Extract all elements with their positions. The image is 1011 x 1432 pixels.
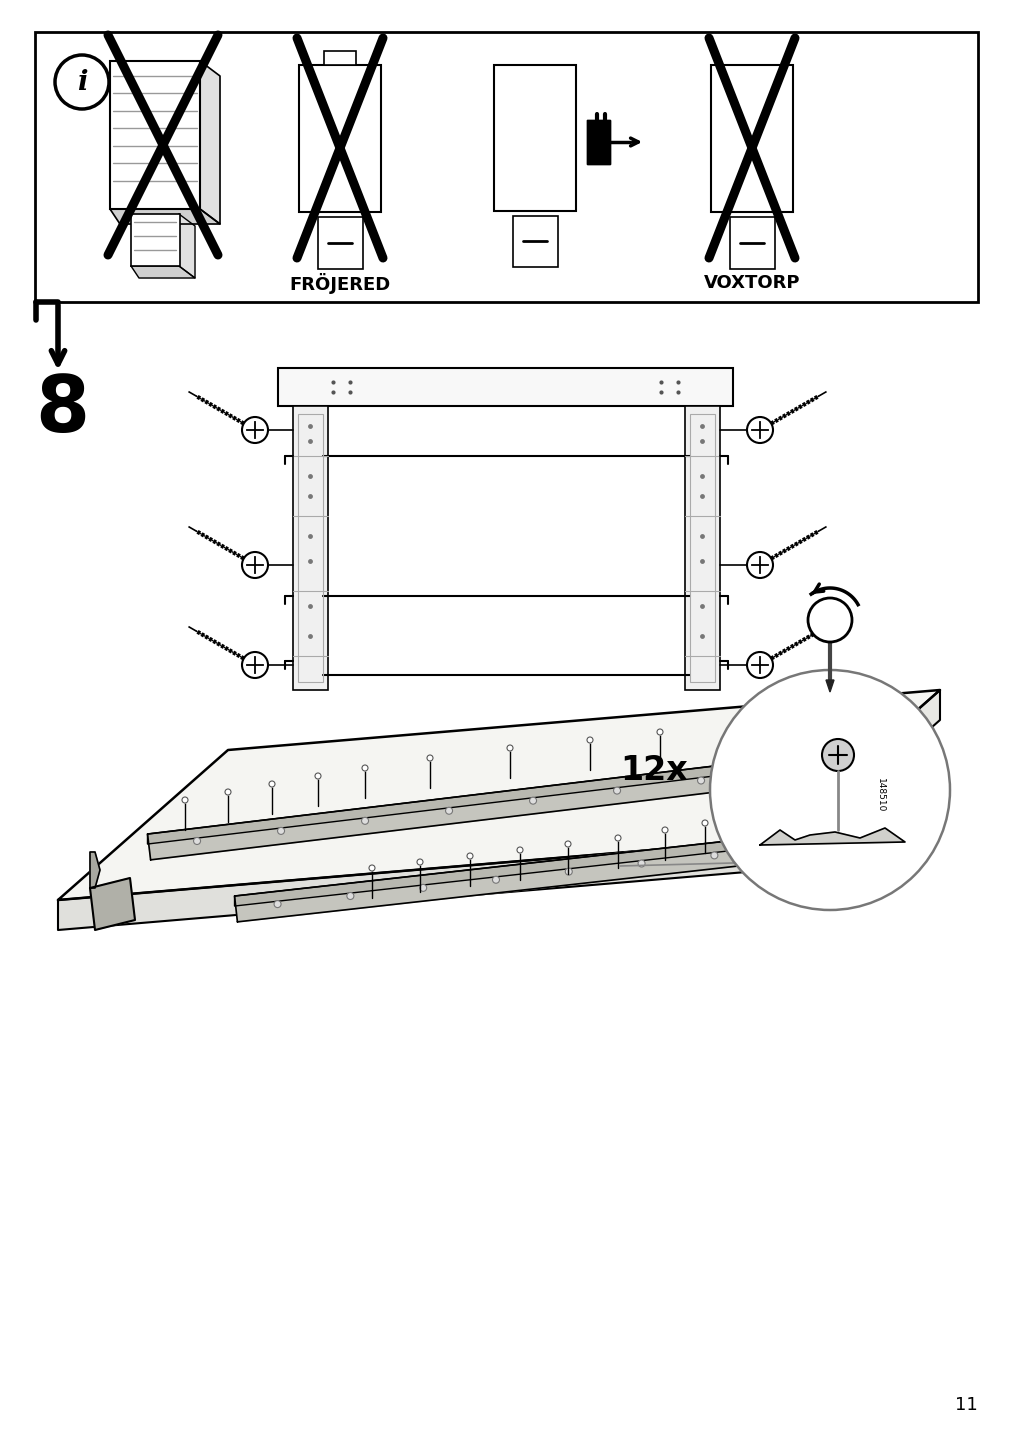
Circle shape bbox=[697, 778, 704, 783]
Polygon shape bbox=[90, 852, 100, 888]
Circle shape bbox=[638, 861, 644, 866]
Circle shape bbox=[529, 798, 536, 805]
Bar bbox=[293, 407, 328, 690]
Circle shape bbox=[507, 745, 513, 750]
Polygon shape bbox=[148, 762, 747, 843]
Circle shape bbox=[613, 788, 620, 795]
Circle shape bbox=[821, 739, 853, 770]
Circle shape bbox=[55, 54, 109, 109]
Circle shape bbox=[746, 551, 772, 579]
Circle shape bbox=[182, 798, 188, 803]
Circle shape bbox=[224, 789, 231, 795]
Circle shape bbox=[746, 652, 772, 677]
Polygon shape bbox=[769, 690, 939, 871]
Bar bbox=[729, 218, 774, 269]
Circle shape bbox=[314, 773, 320, 779]
Circle shape bbox=[517, 846, 523, 853]
Polygon shape bbox=[200, 62, 219, 223]
Circle shape bbox=[615, 835, 621, 841]
Circle shape bbox=[564, 841, 570, 846]
Circle shape bbox=[746, 417, 772, 442]
Bar bbox=[35, 32, 977, 302]
Circle shape bbox=[586, 737, 592, 743]
Polygon shape bbox=[235, 838, 754, 906]
Circle shape bbox=[420, 885, 427, 891]
Circle shape bbox=[427, 755, 433, 760]
Circle shape bbox=[269, 780, 275, 788]
Circle shape bbox=[369, 865, 375, 871]
Circle shape bbox=[702, 821, 708, 826]
Text: 148510: 148510 bbox=[875, 778, 884, 812]
Text: 12x: 12x bbox=[620, 753, 687, 786]
Circle shape bbox=[466, 853, 472, 859]
Bar bbox=[493, 64, 575, 211]
Circle shape bbox=[242, 551, 268, 579]
Bar bbox=[690, 414, 715, 682]
Bar bbox=[711, 64, 793, 212]
Circle shape bbox=[445, 808, 452, 815]
Polygon shape bbox=[759, 828, 904, 845]
Bar bbox=[324, 52, 356, 64]
Circle shape bbox=[492, 876, 499, 884]
Polygon shape bbox=[825, 680, 833, 692]
Bar bbox=[317, 218, 363, 269]
Circle shape bbox=[710, 670, 949, 909]
Circle shape bbox=[242, 652, 268, 677]
Polygon shape bbox=[110, 209, 219, 223]
Bar bbox=[278, 368, 732, 407]
Circle shape bbox=[656, 729, 662, 735]
Circle shape bbox=[807, 599, 851, 642]
Circle shape bbox=[242, 417, 268, 442]
Polygon shape bbox=[235, 838, 756, 922]
Polygon shape bbox=[148, 762, 750, 859]
Circle shape bbox=[277, 828, 284, 835]
Circle shape bbox=[710, 852, 717, 859]
Bar bbox=[130, 213, 180, 266]
Bar bbox=[684, 407, 719, 690]
Text: 11: 11 bbox=[954, 1396, 977, 1413]
Circle shape bbox=[417, 859, 423, 865]
Bar bbox=[297, 414, 323, 682]
Circle shape bbox=[362, 765, 368, 770]
Polygon shape bbox=[179, 213, 195, 278]
Circle shape bbox=[347, 892, 354, 899]
Text: FRÖJERED: FRÖJERED bbox=[289, 272, 390, 294]
Polygon shape bbox=[90, 878, 134, 929]
Bar bbox=[513, 216, 557, 266]
Circle shape bbox=[274, 901, 281, 908]
Circle shape bbox=[193, 838, 200, 845]
Circle shape bbox=[661, 828, 667, 833]
Circle shape bbox=[361, 818, 368, 825]
Text: 8: 8 bbox=[35, 372, 89, 448]
Text: i: i bbox=[77, 69, 87, 96]
Bar bbox=[298, 64, 380, 212]
Text: VOXTORP: VOXTORP bbox=[703, 274, 800, 292]
Polygon shape bbox=[130, 266, 195, 278]
Circle shape bbox=[565, 868, 571, 875]
Polygon shape bbox=[58, 690, 939, 899]
Bar bbox=[110, 62, 200, 209]
Polygon shape bbox=[586, 120, 610, 165]
Polygon shape bbox=[58, 841, 769, 929]
